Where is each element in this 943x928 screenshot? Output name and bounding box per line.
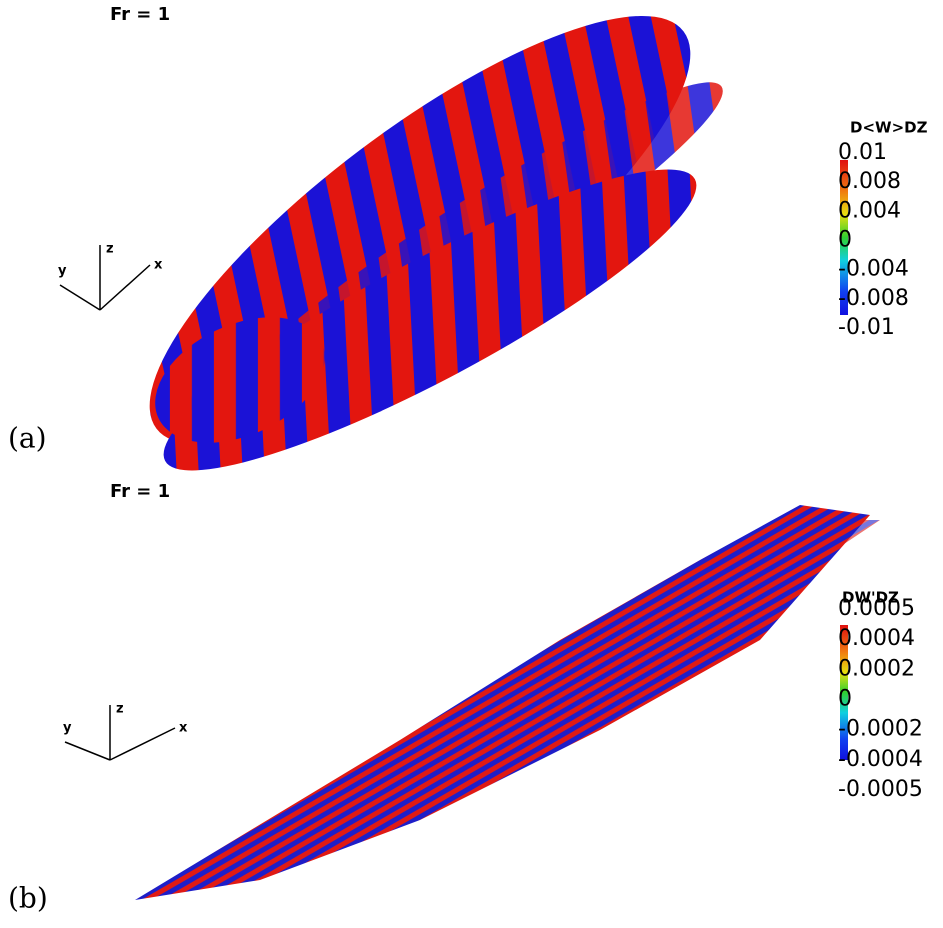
colorbar-tick-label: -0.0002 (838, 717, 923, 742)
colorbar-tick-label: 0 (838, 228, 852, 253)
panel-label: (a) (8, 422, 47, 455)
panel-title: Fr = 1 (110, 481, 170, 502)
axis-label-z: z (106, 242, 114, 257)
axis-label-y: y (58, 264, 67, 279)
colorbar-title: DW'DZ (842, 589, 899, 607)
isosurface-a (149, 15, 723, 471)
colorbar-tick-label: -0.004 (838, 257, 909, 282)
panel-title: Fr = 1 (110, 4, 170, 25)
axis-y (64, 741, 111, 761)
colorbar-tick-label: 0.0002 (838, 656, 915, 681)
colorbar (840, 625, 848, 760)
axis-x (109, 727, 176, 761)
colorbar-tick-label: 0.01 (838, 140, 887, 165)
isosurface-b (135, 505, 880, 900)
axis-label-z: z (116, 702, 124, 717)
colorbar (840, 160, 848, 315)
colorbar-tick-label: -0.008 (838, 286, 909, 311)
colorbar-tick-label: 0.008 (838, 169, 901, 194)
colorbar-tick-label: 0.0004 (838, 626, 915, 651)
axis-label-x: x (179, 721, 188, 736)
colorbar-tick-label: 0.004 (838, 198, 901, 223)
colorbar-tick-label: -0.0005 (838, 777, 923, 802)
panel-label: (b) (8, 882, 48, 915)
colorbar-tick-label: -0.0004 (838, 747, 923, 772)
colorbar-tick-label: 0 (838, 687, 852, 712)
colorbar-tick-label: -0.01 (838, 315, 895, 340)
axis-x (99, 264, 151, 311)
axis-label-x: x (154, 258, 163, 273)
axis-label-y: y (63, 721, 72, 736)
colorbar-tick-label: 0.0005 (838, 596, 915, 621)
colorbar-title: D<W>DZ (850, 119, 928, 137)
axis-y (59, 284, 101, 311)
